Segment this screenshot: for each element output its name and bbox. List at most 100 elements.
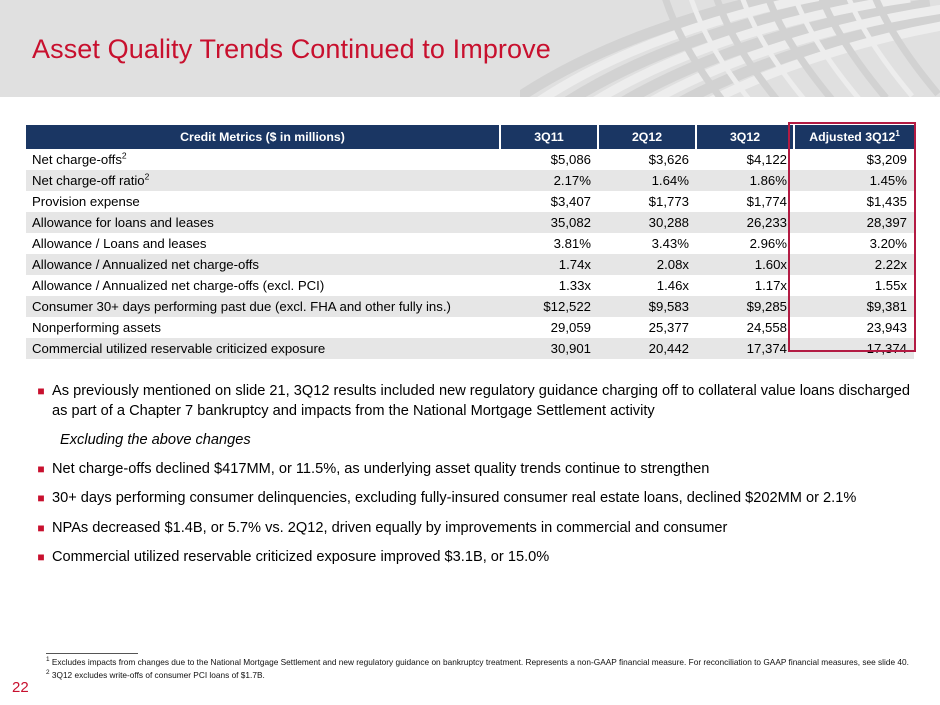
row-label-text: Allowance for loans and leases xyxy=(32,215,214,230)
list-item-text: Commercial utilized reservable criticize… xyxy=(52,549,550,565)
cell-value: $1,435 xyxy=(794,191,914,212)
page-number: 22 xyxy=(12,679,29,696)
cell-value: 23,943 xyxy=(794,317,914,338)
square-bullet-icon: ■ xyxy=(37,550,45,564)
list-item-text: Net charge-offs declined $417MM, or 11.5… xyxy=(52,460,710,477)
list-item-text: 30+ days performing consumer delinquenci… xyxy=(52,490,857,506)
cell-value: 28,397 xyxy=(794,212,914,233)
column-header-2q12: 2Q12 xyxy=(598,125,697,149)
square-bullet-icon: ■ xyxy=(37,491,45,505)
cell-value: $12,522 xyxy=(500,296,598,317)
table-row: Allowance / Annualized net charge-offs 1… xyxy=(26,254,914,275)
cell-value: 1.64% xyxy=(598,170,696,191)
cell-value: $5,086 xyxy=(500,149,598,170)
cell-value: 3.20% xyxy=(794,233,914,254)
list-item-text: As previously mentioned on slide 21, 3Q1… xyxy=(52,383,911,419)
column-header-label: 2Q12 xyxy=(631,129,663,144)
cell-value: $9,381 xyxy=(794,296,914,317)
commentary-subheading: Excluding the above changes xyxy=(60,432,251,448)
cell-value: 3.43% xyxy=(598,233,696,254)
footnote-marker: 1 xyxy=(46,656,50,664)
footnote-2-text: 3Q12 excludes write-offs of consumer PCI… xyxy=(51,669,265,680)
row-label-text: Net charge-off ratio xyxy=(32,173,145,188)
list-item: ■ As previously mentioned on slide 21, 3… xyxy=(30,382,918,421)
cell-value: $3,209 xyxy=(794,149,914,170)
column-header-adjusted-3q12: Adjusted 3Q121 xyxy=(794,125,914,149)
list-item: ■ NPAs decreased $1.4B, or 5.7% vs. 2Q12… xyxy=(30,519,918,539)
cell-value: $9,583 xyxy=(598,296,696,317)
table-row: Commercial utilized reservable criticize… xyxy=(26,338,914,359)
cell-value: 1.46x xyxy=(598,275,696,296)
square-bullet-icon: ■ xyxy=(37,520,45,535)
row-label-text: Consumer 30+ days performing past due (e… xyxy=(32,299,451,314)
cell-value: 2.17% xyxy=(500,170,598,191)
row-label: Allowance for loans and leases xyxy=(26,212,500,233)
column-header-3q12: 3Q12 xyxy=(696,125,795,149)
credit-metrics-table: Credit Metrics ($ in millions) 3Q11 2Q12… xyxy=(26,125,914,359)
cell-value: $3,407 xyxy=(500,191,598,212)
cell-value: 24,558 xyxy=(696,317,794,338)
square-bullet-icon: ■ xyxy=(37,461,45,476)
cell-value: 1.33x xyxy=(500,275,598,296)
cell-value: 35,082 xyxy=(500,212,598,233)
bank-flag-swoosh-icon xyxy=(520,0,940,97)
row-label-text: Allowance / Annualized net charge-offs (… xyxy=(32,278,325,293)
table-row: Allowance / Loans and leases 3.81% 3.43%… xyxy=(26,233,914,254)
cell-value: 20,442 xyxy=(598,338,696,359)
cell-value: 26,233 xyxy=(696,212,794,233)
table-row: Allowance / Annualized net charge-offs (… xyxy=(26,275,914,296)
table-row: Provision expense $3,407 $1,773 $1,774 $… xyxy=(26,191,914,212)
table-row: Nonperforming assets 29,059 25,377 24,55… xyxy=(26,317,914,338)
row-label-text: Allowance / Annualized net charge-offs xyxy=(32,257,260,272)
footnote-1-text: Excludes impacts from changes due to the… xyxy=(51,657,909,667)
cell-value: $9,285 xyxy=(696,296,794,317)
page-title: Asset Quality Trends Continued to Improv… xyxy=(32,34,551,64)
cell-value: 17,374 xyxy=(794,338,914,359)
cell-value: $3,626 xyxy=(598,149,696,170)
cell-value: 1.17x xyxy=(696,275,794,296)
row-label-text: Nonperforming assets xyxy=(32,320,162,335)
list-item: ■ Net charge-offs declined $417MM, or 11… xyxy=(30,460,918,480)
footnote-marker: 2 xyxy=(46,668,50,676)
table-header-row: Credit Metrics ($ in millions) 3Q11 2Q12… xyxy=(26,125,914,149)
column-header-credit-metrics: Credit Metrics ($ in millions) xyxy=(26,125,501,149)
footnote-1: 1 Excludes impacts from changes due to t… xyxy=(46,657,918,669)
square-bullet-icon: ■ xyxy=(37,384,45,398)
cell-value: 2.08x xyxy=(598,254,696,275)
commentary-section: ■ As previously mentioned on slide 21, 3… xyxy=(30,382,918,578)
list-item: ■ 30+ days performing consumer delinquen… xyxy=(30,489,918,509)
cell-value: 29,059 xyxy=(500,317,598,338)
cell-value: 25,377 xyxy=(598,317,696,338)
list-item-text: NPAs decreased $1.4B, or 5.7% vs. 2Q12, … xyxy=(52,519,728,536)
cell-value: 1.60x xyxy=(696,254,794,275)
cell-value: 1.86% xyxy=(696,170,794,191)
cell-value: 17,374 xyxy=(696,338,794,359)
row-label: Net charge-offs2 xyxy=(26,149,500,170)
cell-value: 30,901 xyxy=(500,338,598,359)
cell-value: 1.45% xyxy=(794,170,914,191)
row-label: Nonperforming assets xyxy=(26,317,500,338)
cell-value: 3.81% xyxy=(500,233,598,254)
footnote-marker: 2 xyxy=(121,150,127,161)
row-label-text: Allowance / Loans and leases xyxy=(32,236,207,251)
list-item: ■ Commercial utilized reservable critici… xyxy=(30,548,918,568)
footnote-divider xyxy=(46,653,138,654)
slide-header-band: Asset Quality Trends Continued to Improv… xyxy=(0,0,940,97)
row-label: Commercial utilized reservable criticize… xyxy=(26,338,500,359)
table-row: Allowance for loans and leases 35,082 30… xyxy=(26,212,914,233)
column-header-label: Adjusted 3Q12 xyxy=(809,129,896,144)
row-label: Allowance / Loans and leases xyxy=(26,233,500,254)
cell-value: 30,288 xyxy=(598,212,696,233)
cell-value: 2.96% xyxy=(696,233,794,254)
footnote-marker: 2 xyxy=(144,171,150,182)
footnote-2: 2 3Q12 excludes write-offs of consumer P… xyxy=(46,668,918,682)
row-label: Allowance / Annualized net charge-offs (… xyxy=(26,275,500,296)
row-label: Consumer 30+ days performing past due (e… xyxy=(26,296,500,317)
column-header-3q11: 3Q11 xyxy=(500,125,599,149)
cell-value: $4,122 xyxy=(696,149,794,170)
row-label: Provision expense xyxy=(26,191,500,212)
footnote-marker: 1 xyxy=(895,128,900,138)
table-row: Consumer 30+ days performing past due (e… xyxy=(26,296,914,317)
cell-value: 2.22x xyxy=(794,254,914,275)
row-label-text: Provision expense xyxy=(32,194,140,209)
